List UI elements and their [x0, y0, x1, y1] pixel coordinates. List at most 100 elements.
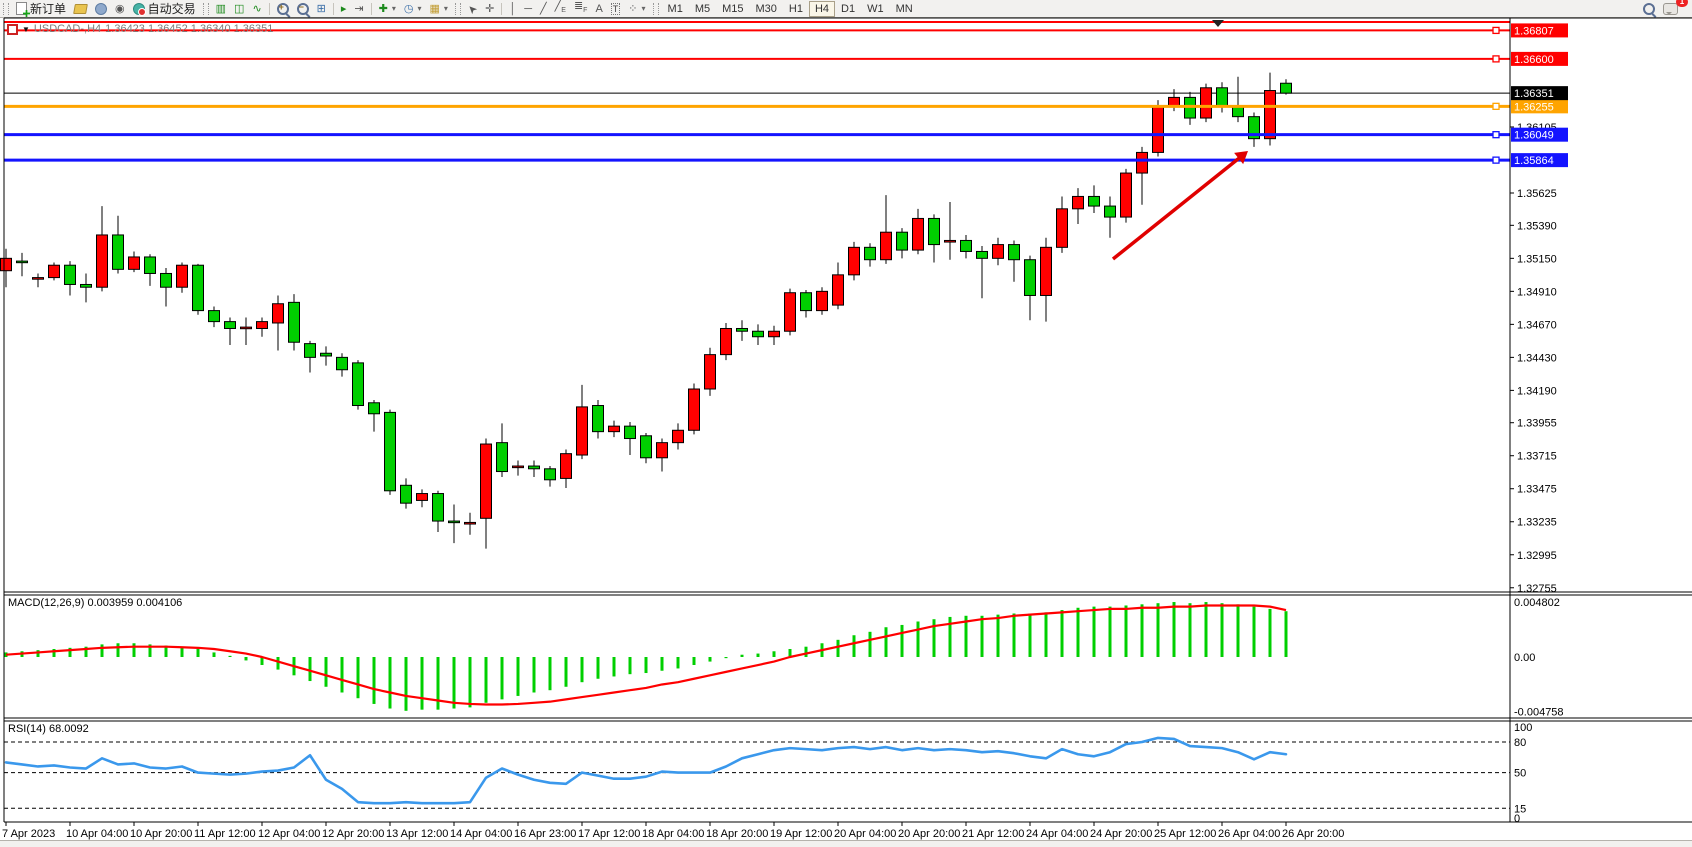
crosshair-tool[interactable]: ✛ — [481, 1, 498, 17]
bull-candle — [256, 321, 268, 329]
bull-candle — [944, 239, 956, 243]
templates-menu-button[interactable]: ▦ ▾ — [426, 1, 452, 17]
zoom-out-button[interactable]: − — [293, 1, 313, 17]
candles — [0, 72, 1292, 549]
timeframe-m1[interactable]: M1 — [667, 2, 683, 15]
bear-candle — [752, 330, 764, 338]
chart-shift-button[interactable]: ⇥ — [350, 1, 367, 17]
candlestick-button[interactable]: ◫ — [230, 1, 248, 17]
svg-text:26 Apr 20:00: 26 Apr 20:00 — [1282, 828, 1344, 840]
horizontal-lines[interactable] — [4, 21, 1510, 164]
bear-candle — [1088, 195, 1100, 207]
market-button[interactable] — [91, 1, 111, 17]
timeframe-w1[interactable]: W1 — [867, 2, 884, 15]
symbol-period-label: USDCAD-,H4 — [33, 23, 102, 35]
bear-candle — [960, 239, 972, 252]
tile-windows-button[interactable]: ⊞ — [313, 1, 330, 17]
hline-handle — [1492, 156, 1500, 164]
bull-candle — [48, 264, 60, 279]
auto-scroll-button[interactable]: ▸ — [337, 1, 351, 17]
bull-candle — [272, 303, 284, 324]
text-label-tool[interactable]: T — [607, 1, 625, 17]
auto-trading-button[interactable]: 自动交易 — [129, 1, 200, 17]
signals-button[interactable]: ◉ — [111, 1, 129, 17]
svg-text:1.36351: 1.36351 — [1514, 88, 1554, 100]
timeframe-h1[interactable]: H1 — [788, 2, 803, 15]
bull-candle — [848, 246, 860, 276]
notifications-button[interactable]: 1 — [1659, 0, 1688, 17]
timeframe-d1[interactable]: D1 — [841, 2, 856, 15]
toolbar-grip[interactable] — [202, 2, 209, 15]
bear-candle — [1008, 244, 1020, 261]
chart-canvas[interactable]: 1.361051.356251.353901.351501.349101.346… — [0, 17, 1692, 847]
svg-text:18 Apr 20:00: 18 Apr 20:00 — [706, 828, 768, 840]
horizontal-line-tool[interactable]: ─ — [520, 1, 536, 17]
bear-candle — [592, 405, 604, 433]
quick-trade-arrow-icon[interactable]: ▼ — [22, 24, 30, 34]
indicators-menu-button[interactable]: ✚ ▾ — [375, 1, 400, 17]
bull-candle — [880, 231, 892, 261]
bull-candle — [912, 217, 924, 251]
price-axis[interactable]: 1.361051.356251.353901.351501.349101.346… — [1510, 23, 1568, 825]
timeframe-m30[interactable]: M30 — [755, 2, 777, 15]
bear-candle — [224, 321, 236, 329]
text-label-icon: T — [610, 2, 621, 15]
cursor-tool[interactable]: ➤ — [464, 1, 481, 17]
svg-text:11 Apr 12:00: 11 Apr 12:00 — [194, 828, 256, 840]
toolbar-grip[interactable] — [454, 2, 461, 15]
bull-candle — [1120, 172, 1132, 218]
periods-menu-button[interactable]: ◷ ▾ — [400, 1, 426, 17]
svg-text:0.00: 0.00 — [1514, 652, 1535, 664]
time-axis[interactable]: 7 Apr 2023 10 Apr 04:00 10 Apr 20:00 11 Apr… — [2, 822, 1344, 840]
rsi-pane — [4, 736, 1510, 809]
bull-candle — [240, 326, 252, 330]
arrows-menu-button[interactable]: ⁘ ▾ — [624, 1, 649, 17]
timeframe-m15[interactable]: M15 — [722, 2, 744, 15]
bull-candle — [560, 453, 572, 479]
bull-candle — [416, 493, 428, 501]
bull-candle — [128, 256, 140, 270]
bear-candle — [304, 343, 316, 358]
svg-text:21 Apr 12:00: 21 Apr 12:00 — [962, 828, 1024, 840]
svg-text:18 Apr 04:00: 18 Apr 04:00 — [642, 828, 704, 840]
svg-text:1.34910: 1.34910 — [1517, 286, 1557, 298]
bull-candle — [1072, 195, 1084, 210]
hline-handle — [1492, 102, 1500, 110]
zoom-in-button[interactable]: + — [273, 1, 293, 17]
new-order-icon — [16, 2, 27, 15]
chart-shift-marker[interactable] — [1212, 20, 1224, 27]
svg-text:1.36255: 1.36255 — [1514, 101, 1554, 113]
highlight-button[interactable] — [70, 1, 91, 17]
new-order-button[interactable]: 新订单 — [12, 1, 70, 17]
bear-candle — [624, 425, 636, 440]
trendline-tool[interactable]: ╱ — [536, 1, 551, 17]
bull-candle — [768, 330, 780, 338]
channel-tool[interactable]: ╱E — [551, 0, 570, 17]
toolbar-grip[interactable] — [3, 2, 9, 15]
bar-chart-button[interactable]: ▥ — [212, 1, 230, 17]
timeframe-m5[interactable]: M5 — [694, 2, 711, 15]
bear-candle — [144, 256, 156, 274]
fibonacci-tool[interactable]: ≣F — [570, 0, 592, 17]
svg-text:50: 50 — [1514, 768, 1526, 780]
arrows-icon: ⁘ — [628, 2, 638, 15]
bull-candle — [672, 429, 684, 444]
svg-text:7 Apr 2023: 7 Apr 2023 — [2, 828, 55, 840]
text-tool[interactable]: A — [591, 1, 606, 17]
bull-candle — [576, 406, 588, 456]
bull-candle — [32, 277, 44, 280]
search-button[interactable] — [1639, 1, 1659, 17]
svg-text:14 Apr 04:00: 14 Apr 04:00 — [450, 828, 512, 840]
bull-candle — [992, 244, 1004, 259]
chart-title: ▼ USDCAD-,H4 1.36423 1.36452 1.36340 1.3… — [7, 23, 273, 35]
vertical-line-tool[interactable]: │ — [505, 1, 520, 17]
timeframe-mn[interactable]: MN — [895, 2, 913, 15]
macd-indicator-label: MACD(12,26,9) 0.003959 0.004106 — [8, 597, 183, 609]
timeframe-h4[interactable]: H4 — [808, 0, 836, 17]
line-chart-button[interactable]: ∿ — [248, 1, 265, 17]
toolbar-grip[interactable] — [652, 2, 659, 15]
bear-candle — [1216, 87, 1228, 107]
search-icon — [1643, 2, 1655, 15]
svg-text:10 Apr 04:00: 10 Apr 04:00 — [66, 828, 128, 840]
